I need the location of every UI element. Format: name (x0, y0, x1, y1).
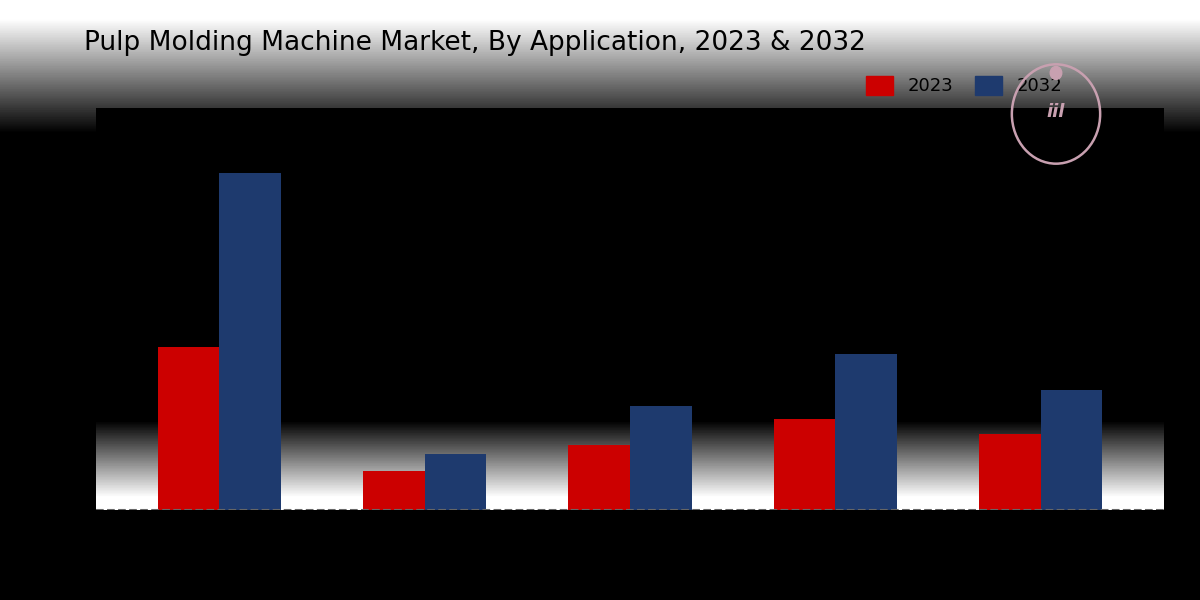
Bar (774, 419, 835, 510)
Circle shape (1050, 67, 1062, 79)
Y-axis label: Market Size in USD Billion: Market Size in USD Billion (64, 202, 82, 416)
Bar (364, 471, 425, 510)
Bar (569, 445, 630, 510)
Legend: 2023, 2032: 2023, 2032 (859, 69, 1069, 103)
Bar (979, 434, 1040, 510)
Bar (630, 406, 691, 510)
Bar (425, 454, 486, 510)
Text: iil: iil (1046, 103, 1066, 121)
Text: Pulp Molding Machine Market, By Application, 2023 & 2032: Pulp Molding Machine Market, By Applicat… (84, 30, 866, 56)
Bar (157, 347, 220, 510)
Text: 0.75: 0.75 (168, 325, 209, 343)
Bar (835, 353, 898, 510)
Bar (1040, 391, 1103, 510)
Bar (220, 173, 281, 510)
